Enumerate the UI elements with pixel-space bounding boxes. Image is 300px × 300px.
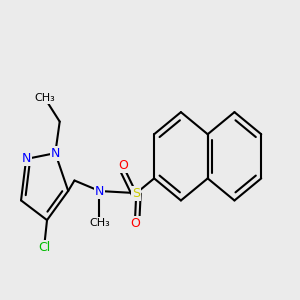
Text: S: S xyxy=(132,187,140,200)
Text: O: O xyxy=(118,159,128,172)
Text: CH₃: CH₃ xyxy=(34,94,56,103)
Text: CH₃: CH₃ xyxy=(89,218,110,228)
Text: N: N xyxy=(95,184,104,197)
Text: Cl: Cl xyxy=(38,241,50,254)
Text: O: O xyxy=(130,217,140,230)
Text: N: N xyxy=(22,152,31,166)
Text: N: N xyxy=(51,147,60,160)
